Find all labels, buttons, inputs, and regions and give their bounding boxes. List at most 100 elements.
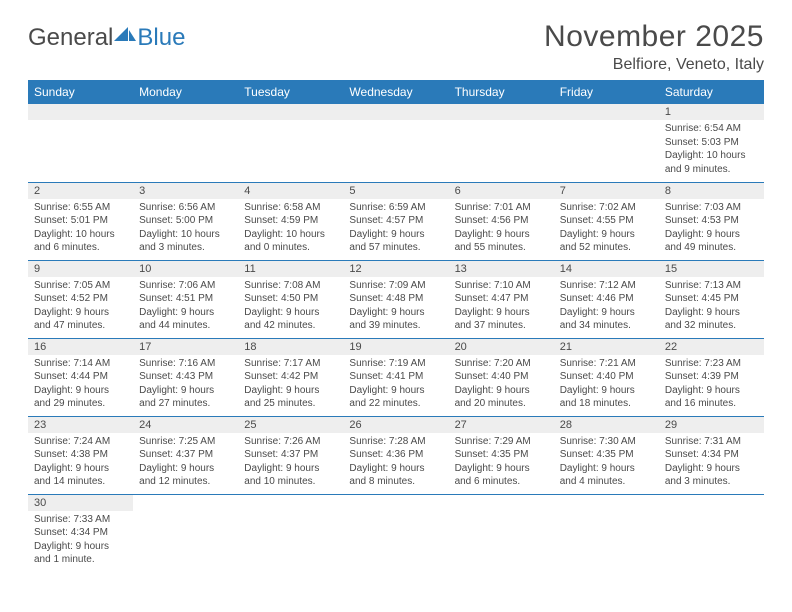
- day-details: Sunrise: 7:03 AMSunset: 4:53 PMDaylight:…: [659, 199, 764, 259]
- daylight-text-1: Daylight: 9 hours: [665, 306, 758, 320]
- daylight-text-2: and 6 minutes.: [455, 475, 548, 489]
- daylight-text-1: Daylight: 9 hours: [560, 228, 653, 242]
- sunrise-text: Sunrise: 7:26 AM: [244, 435, 337, 449]
- daylight-text-1: Daylight: 9 hours: [349, 462, 442, 476]
- sunrise-text: Sunrise: 7:24 AM: [34, 435, 127, 449]
- day-number: 23: [28, 417, 133, 433]
- calendar-cell: 22Sunrise: 7:23 AMSunset: 4:39 PMDayligh…: [659, 338, 764, 416]
- sunset-text: Sunset: 4:40 PM: [560, 370, 653, 384]
- daylight-text-1: Daylight: 9 hours: [244, 306, 337, 320]
- calendar-cell: 30Sunrise: 7:33 AMSunset: 4:34 PMDayligh…: [28, 494, 133, 572]
- day-details: Sunrise: 6:59 AMSunset: 4:57 PMDaylight:…: [343, 199, 448, 259]
- day-details: Sunrise: 7:06 AMSunset: 4:51 PMDaylight:…: [133, 277, 238, 337]
- day-details-empty: [449, 120, 554, 126]
- sunset-text: Sunset: 4:43 PM: [139, 370, 232, 384]
- daylight-text-2: and 27 minutes.: [139, 397, 232, 411]
- daylight-text-2: and 6 minutes.: [34, 241, 127, 255]
- day-number: 26: [343, 417, 448, 433]
- daylight-text-2: and 47 minutes.: [34, 319, 127, 333]
- sunset-text: Sunset: 4:51 PM: [139, 292, 232, 306]
- calendar-row: 2Sunrise: 6:55 AMSunset: 5:01 PMDaylight…: [28, 182, 764, 260]
- sunset-text: Sunset: 4:59 PM: [244, 214, 337, 228]
- calendar-table: Sunday Monday Tuesday Wednesday Thursday…: [28, 80, 764, 572]
- calendar-cell: 24Sunrise: 7:25 AMSunset: 4:37 PMDayligh…: [133, 416, 238, 494]
- day-details: Sunrise: 7:25 AMSunset: 4:37 PMDaylight:…: [133, 433, 238, 493]
- calendar-cell: 20Sunrise: 7:20 AMSunset: 4:40 PMDayligh…: [449, 338, 554, 416]
- daylight-text-2: and 39 minutes.: [349, 319, 442, 333]
- daylight-text-2: and 22 minutes.: [349, 397, 442, 411]
- calendar-row: 16Sunrise: 7:14 AMSunset: 4:44 PMDayligh…: [28, 338, 764, 416]
- sunset-text: Sunset: 4:44 PM: [34, 370, 127, 384]
- daylight-text-1: Daylight: 10 hours: [139, 228, 232, 242]
- day-details: Sunrise: 7:26 AMSunset: 4:37 PMDaylight:…: [238, 433, 343, 493]
- calendar-cell: 10Sunrise: 7:06 AMSunset: 4:51 PMDayligh…: [133, 260, 238, 338]
- daylight-text-2: and 37 minutes.: [455, 319, 548, 333]
- calendar-cell: 25Sunrise: 7:26 AMSunset: 4:37 PMDayligh…: [238, 416, 343, 494]
- day-number: 15: [659, 261, 764, 277]
- sunrise-text: Sunrise: 7:19 AM: [349, 357, 442, 371]
- sunrise-text: Sunrise: 7:28 AM: [349, 435, 442, 449]
- day-details-empty: [343, 120, 448, 126]
- sunrise-text: Sunrise: 7:01 AM: [455, 201, 548, 215]
- sunrise-text: Sunrise: 7:33 AM: [34, 513, 127, 527]
- daylight-text-2: and 29 minutes.: [34, 397, 127, 411]
- daylight-text-1: Daylight: 9 hours: [349, 306, 442, 320]
- daylight-text-2: and 42 minutes.: [244, 319, 337, 333]
- location: Belfiore, Veneto, Italy: [544, 56, 764, 74]
- day-number: 6: [449, 183, 554, 199]
- day-details: Sunrise: 7:30 AMSunset: 4:35 PMDaylight:…: [554, 433, 659, 493]
- sunset-text: Sunset: 4:40 PM: [455, 370, 548, 384]
- daylight-text-1: Daylight: 9 hours: [455, 228, 548, 242]
- day-number: 1: [659, 104, 764, 120]
- sunrise-text: Sunrise: 7:06 AM: [139, 279, 232, 293]
- daylight-text-2: and 44 minutes.: [139, 319, 232, 333]
- day-details: Sunrise: 7:28 AMSunset: 4:36 PMDaylight:…: [343, 433, 448, 493]
- daylight-text-1: Daylight: 9 hours: [665, 462, 758, 476]
- calendar-row: 9Sunrise: 7:05 AMSunset: 4:52 PMDaylight…: [28, 260, 764, 338]
- calendar-cell: 1Sunrise: 6:54 AMSunset: 5:03 PMDaylight…: [659, 104, 764, 182]
- daylight-text-2: and 57 minutes.: [349, 241, 442, 255]
- daylight-text-1: Daylight: 9 hours: [34, 384, 127, 398]
- day-details-empty: [238, 120, 343, 126]
- logo-text-1: General: [28, 24, 113, 52]
- day-details: Sunrise: 7:10 AMSunset: 4:47 PMDaylight:…: [449, 277, 554, 337]
- calendar-cell: 9Sunrise: 7:05 AMSunset: 4:52 PMDaylight…: [28, 260, 133, 338]
- sunrise-text: Sunrise: 7:12 AM: [560, 279, 653, 293]
- sunset-text: Sunset: 4:55 PM: [560, 214, 653, 228]
- sunrise-text: Sunrise: 7:02 AM: [560, 201, 653, 215]
- day-details: Sunrise: 7:33 AMSunset: 4:34 PMDaylight:…: [28, 511, 133, 571]
- day-number-empty: [28, 104, 133, 120]
- sunset-text: Sunset: 4:37 PM: [244, 448, 337, 462]
- daylight-text-1: Daylight: 9 hours: [139, 384, 232, 398]
- day-number: 3: [133, 183, 238, 199]
- sunset-text: Sunset: 4:46 PM: [560, 292, 653, 306]
- sunrise-text: Sunrise: 7:23 AM: [665, 357, 758, 371]
- sunrise-text: Sunrise: 7:13 AM: [665, 279, 758, 293]
- day-number: 17: [133, 339, 238, 355]
- sunset-text: Sunset: 5:03 PM: [665, 136, 758, 150]
- day-details: Sunrise: 7:29 AMSunset: 4:35 PMDaylight:…: [449, 433, 554, 493]
- sunset-text: Sunset: 4:47 PM: [455, 292, 548, 306]
- sunrise-text: Sunrise: 7:14 AM: [34, 357, 127, 371]
- daylight-text-2: and 16 minutes.: [665, 397, 758, 411]
- logo-text-2: Blue: [137, 24, 185, 52]
- sunrise-text: Sunrise: 7:16 AM: [139, 357, 232, 371]
- calendar-cell: 15Sunrise: 7:13 AMSunset: 4:45 PMDayligh…: [659, 260, 764, 338]
- day-number-empty: [133, 104, 238, 120]
- calendar-cell: [449, 104, 554, 182]
- sunrise-text: Sunrise: 6:59 AM: [349, 201, 442, 215]
- daylight-text-2: and 0 minutes.: [244, 241, 337, 255]
- sunrise-text: Sunrise: 7:21 AM: [560, 357, 653, 371]
- sunset-text: Sunset: 4:34 PM: [34, 526, 127, 540]
- day-details: Sunrise: 6:58 AMSunset: 4:59 PMDaylight:…: [238, 199, 343, 259]
- day-number: 18: [238, 339, 343, 355]
- day-number: 22: [659, 339, 764, 355]
- sunrise-text: Sunrise: 7:05 AM: [34, 279, 127, 293]
- sunrise-text: Sunrise: 7:17 AM: [244, 357, 337, 371]
- calendar-cell: [343, 104, 448, 182]
- day-number: 20: [449, 339, 554, 355]
- calendar-cell: 19Sunrise: 7:19 AMSunset: 4:41 PMDayligh…: [343, 338, 448, 416]
- day-number: 28: [554, 417, 659, 433]
- day-number: 24: [133, 417, 238, 433]
- day-number-empty: [554, 104, 659, 120]
